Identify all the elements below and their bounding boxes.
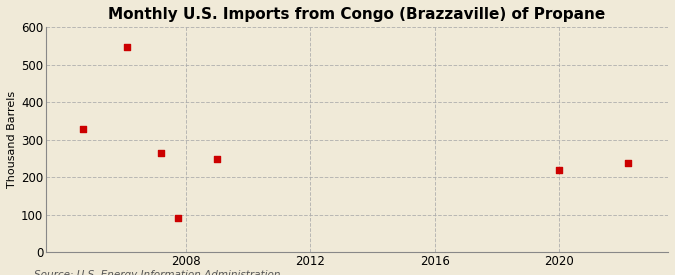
Point — [554, 167, 564, 172]
Point — [78, 126, 89, 131]
Point — [156, 151, 167, 155]
Point — [173, 216, 184, 220]
Point — [622, 161, 633, 166]
Point — [122, 45, 132, 49]
Title: Monthly U.S. Imports from Congo (Brazzaville) of Propane: Monthly U.S. Imports from Congo (Brazzav… — [109, 7, 605, 22]
Point — [212, 157, 223, 161]
Text: Source: U.S. Energy Information Administration: Source: U.S. Energy Information Administ… — [34, 271, 280, 275]
Y-axis label: Thousand Barrels: Thousand Barrels — [7, 91, 17, 188]
